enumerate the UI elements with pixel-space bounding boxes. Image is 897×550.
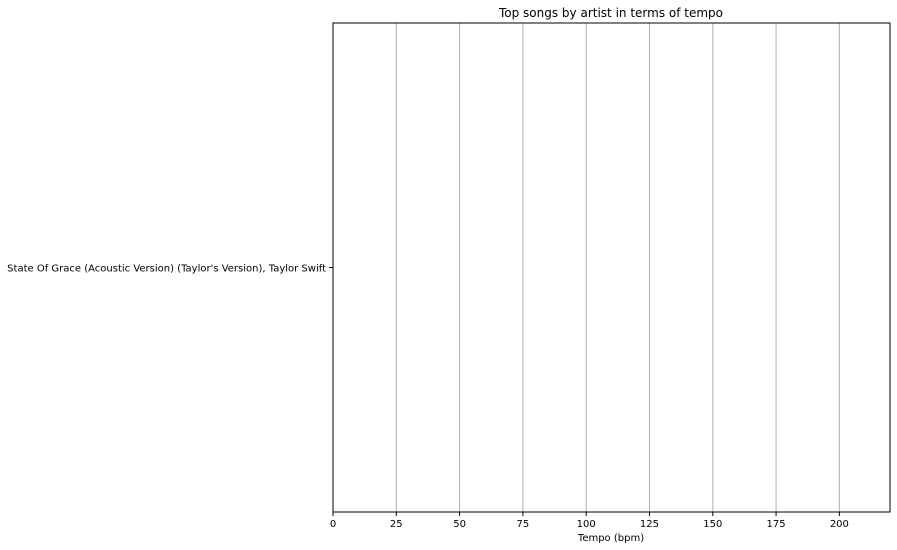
x-tick-label: 0 xyxy=(330,519,336,530)
x-tick-label: 25 xyxy=(390,519,403,530)
grid-lines xyxy=(395,23,840,512)
x-tick-label: 100 xyxy=(577,519,596,530)
x-tick-label: 200 xyxy=(830,519,849,530)
x-tick-label: 50 xyxy=(453,519,466,530)
x-axis-label: Tempo (bpm) xyxy=(577,533,644,544)
x-tick-label: 125 xyxy=(640,519,659,530)
y-axis-ticks: State Of Grace (Acoustic Version) (Taylo… xyxy=(7,264,333,275)
x-tick-label: 150 xyxy=(703,519,722,530)
x-axis-ticks: 0 25 50 75 100 125 150 175 200 xyxy=(330,512,849,530)
x-tick-label: 75 xyxy=(517,519,530,530)
x-tick-label: 175 xyxy=(767,519,786,530)
chart-title: Top songs by artist in terms of tempo xyxy=(498,6,723,20)
y-tick-label: State Of Grace (Acoustic Version) (Taylo… xyxy=(7,264,326,275)
plot-area-frame xyxy=(332,22,891,513)
